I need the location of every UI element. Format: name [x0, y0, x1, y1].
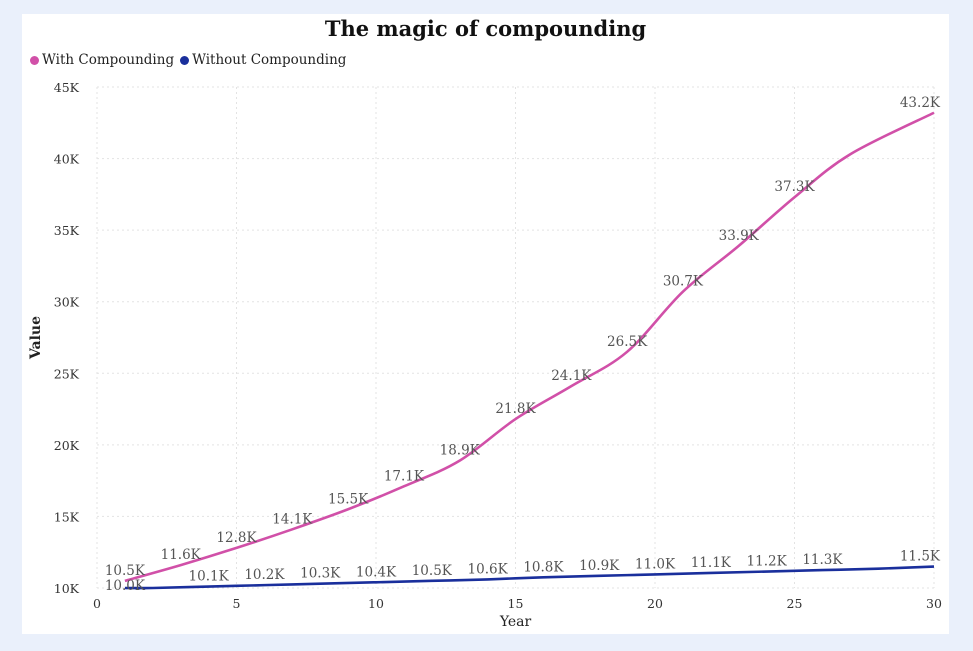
data-label-without-compounding: 10.6K — [468, 561, 509, 577]
data-label-without-compounding: 10.8K — [523, 559, 564, 575]
legend-marker-with-compounding — [30, 55, 39, 65]
data-label-without-compounding: 11.5K — [900, 549, 941, 565]
chart-plot: 10K 15K 20K 25K 30K 35K 40K 45K 0 5 10 15 20 25 30 Year… — [28, 80, 942, 630]
legend-item-with-compounding[interactable]: With Compounding — [30, 52, 174, 68]
data-label-with-compounding: 14.1K — [272, 511, 313, 527]
x-tick-label: 25 — [787, 596, 803, 611]
data-label-without-compounding: 10.4K — [356, 564, 397, 580]
y-tick-label: 10K — [54, 581, 80, 596]
data-label-without-compounding: 10.3K — [300, 566, 341, 582]
y-tick-label: 20K — [54, 438, 80, 453]
data-label-without-compounding: 11.3K — [802, 552, 843, 568]
y-tick-label: 35K — [54, 223, 80, 238]
x-axis-title: Year — [499, 614, 532, 630]
data-label-with-compounding: 15.5K — [328, 491, 369, 507]
data-label-with-compounding: 11.6K — [161, 547, 202, 563]
data-label-without-compounding: 11.0K — [635, 556, 676, 572]
series-line-without-compounding[interactable] — [124, 565, 935, 590]
series-line-with-compounding[interactable] — [124, 111, 935, 583]
y-tick-label: 15K — [54, 509, 80, 524]
data-label-without-compounding: 10.2K — [244, 567, 285, 583]
x-tick-label: 0 — [93, 596, 101, 611]
data-label-without-compounding: 10.5K — [412, 563, 453, 579]
data-label-without-compounding: 11.2K — [747, 554, 788, 570]
data-label-with-compounding: 12.8K — [216, 530, 257, 546]
data-label-with-compounding: 21.8K — [495, 401, 536, 417]
data-label-with-compounding: 24.1K — [551, 368, 592, 384]
data-label-with-compounding: 18.9K — [440, 443, 481, 459]
x-tick-label: 5 — [233, 596, 241, 611]
y-tick-label: 30K — [54, 295, 80, 310]
x-tick-label: 10 — [368, 596, 384, 611]
x-tick-label: 20 — [647, 596, 663, 611]
y-tick-label: 40K — [54, 152, 80, 167]
x-tick-label: 30 — [926, 596, 942, 611]
data-label-with-compounding: 17.1K — [384, 468, 425, 484]
legend-item-without-compounding[interactable]: Without Compounding — [180, 52, 346, 68]
legend-label-without-compounding: Without Compounding — [192, 52, 347, 68]
y-tick-label: 25K — [54, 366, 80, 381]
chart-legend[interactable]: With Compounding Without Compounding — [30, 52, 352, 68]
chart-card: 10K 15K 20K 25K 30K 35K 40K 45K 0 5 10 15 20 25 30 Year… — [22, 14, 949, 634]
y-tick-label: 45K — [54, 80, 80, 95]
data-label-with-compounding: 30.7K — [663, 274, 704, 290]
data-label-without-compounding: 10.1K — [189, 569, 230, 585]
data-label-with-compounding: 10.5K — [105, 563, 146, 579]
data-label-with-compounding: 37.3K — [774, 179, 815, 195]
data-label-without-compounding: 10.0K — [105, 578, 146, 594]
data-label-with-compounding: 26.5K — [607, 334, 648, 350]
data-label-without-compounding: 10.9K — [579, 558, 620, 574]
legend-label-with-compounding: With Compounding — [42, 52, 175, 68]
y-axis-title: Value — [28, 316, 44, 360]
legend-marker-without-compounding — [180, 55, 190, 65]
data-label-with-compounding: 33.9K — [719, 228, 760, 244]
data-label-without-compounding: 11.1K — [691, 555, 732, 571]
chart-title: The magic of compounding — [324, 16, 647, 41]
data-label-with-compounding: 43.2K — [900, 95, 941, 111]
x-tick-label: 15 — [508, 596, 524, 611]
